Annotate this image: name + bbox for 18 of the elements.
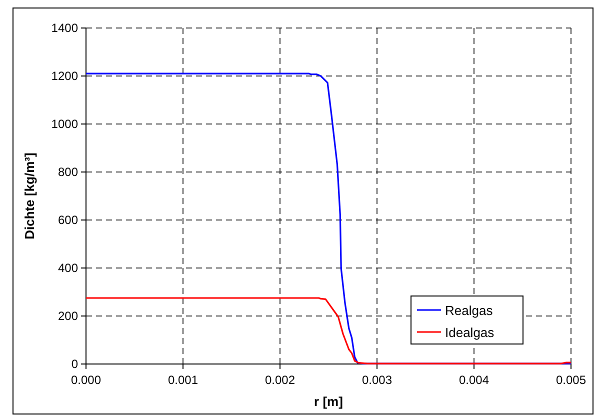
legend-label: Idealgas (445, 325, 495, 340)
x-tick-label: 0.001 (168, 373, 198, 387)
x-tick-label: 0.003 (362, 373, 392, 387)
y-tick-label: 200 (58, 309, 78, 323)
y-tick-label: 1000 (51, 117, 78, 131)
y-tick-label: 0 (71, 357, 78, 371)
y-axis-title: Dichte [kg/m³] (22, 152, 37, 240)
y-tick-label: 600 (58, 213, 78, 227)
y-tick-label: 800 (58, 165, 78, 179)
y-tick-label: 400 (58, 261, 78, 275)
y-tick-label: 1400 (51, 21, 78, 35)
x-tick-label: 0.004 (458, 373, 490, 387)
x-tick-label: 0.000 (70, 373, 102, 387)
x-tick-label: 0.005 (556, 373, 586, 387)
x-axis-title: r [m] (314, 394, 343, 409)
x-tick-label: 0.002 (264, 373, 296, 387)
y-tick-label: 1200 (51, 69, 78, 83)
legend-label: Realgas (445, 303, 494, 318)
